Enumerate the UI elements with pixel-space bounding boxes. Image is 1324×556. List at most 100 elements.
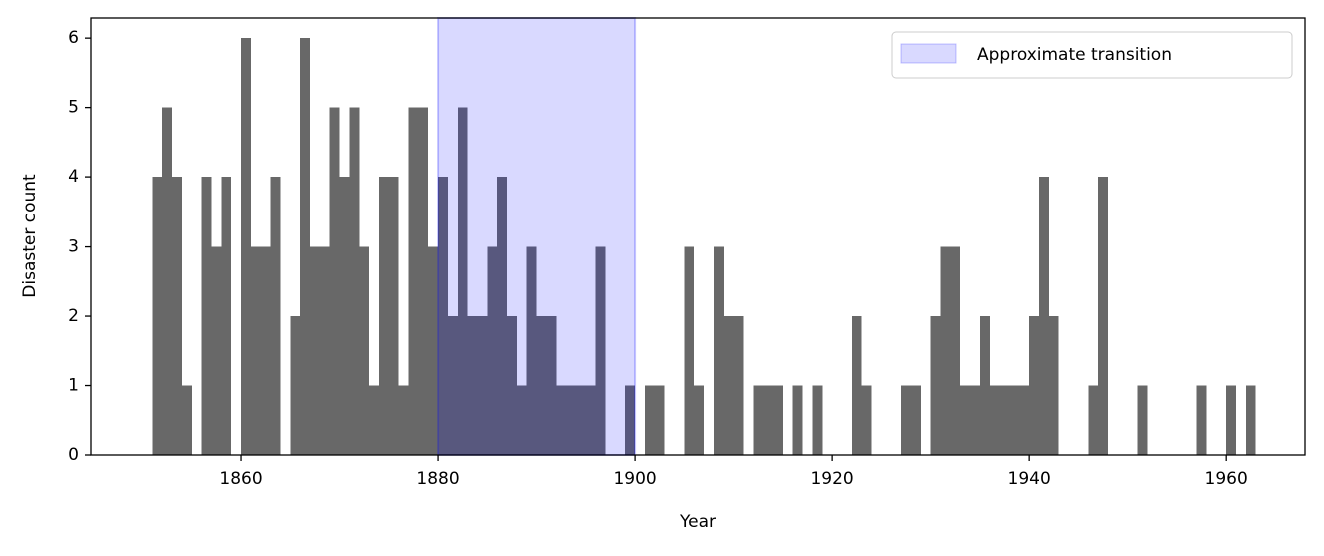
bar <box>1088 385 1099 455</box>
bar <box>1226 385 1237 455</box>
bar <box>556 385 567 455</box>
bar <box>910 385 921 455</box>
bar <box>487 246 498 455</box>
bar <box>940 246 951 455</box>
bar <box>378 177 389 455</box>
bar <box>989 385 1000 455</box>
x-tick-label: 1920 <box>810 469 853 489</box>
bar <box>329 107 340 455</box>
bar <box>447 316 458 455</box>
bar <box>763 385 774 455</box>
bar <box>753 385 764 455</box>
bar <box>1009 385 1020 455</box>
bar <box>970 385 980 455</box>
bar <box>566 385 576 455</box>
bar <box>270 177 281 455</box>
bar <box>369 385 379 455</box>
bar <box>851 316 862 455</box>
plot-frame <box>90 17 1306 456</box>
bar <box>644 385 655 455</box>
bar <box>467 316 478 455</box>
bar <box>1029 316 1040 455</box>
bar <box>172 177 182 455</box>
y-axis-label: Disaster count <box>20 174 40 298</box>
bar <box>349 107 360 455</box>
bar <box>309 246 320 455</box>
bar <box>773 385 783 455</box>
y-tick-label: 4 <box>68 167 79 187</box>
bar <box>901 385 911 455</box>
bar <box>201 177 212 455</box>
bar <box>526 246 537 455</box>
bar <box>1245 385 1256 455</box>
bar <box>1137 385 1148 455</box>
bar <box>319 246 330 455</box>
bar <box>260 246 271 455</box>
bar <box>1039 177 1049 455</box>
x-axis-label: Year <box>679 512 716 532</box>
x-tick-label: 1900 <box>613 469 656 489</box>
bar <box>1019 385 1030 455</box>
bar <box>979 316 990 455</box>
bar <box>713 246 724 455</box>
x-tick-label: 1960 <box>1205 469 1248 489</box>
bar <box>398 385 409 455</box>
bar <box>388 177 399 455</box>
bar <box>438 177 448 455</box>
bar <box>792 385 803 455</box>
y-tick-label: 0 <box>68 445 79 465</box>
bar <box>654 385 665 455</box>
bar <box>546 316 557 455</box>
bar <box>339 177 350 455</box>
bar <box>595 246 606 455</box>
bar <box>861 385 872 455</box>
bar <box>1048 316 1059 455</box>
bar <box>300 38 310 455</box>
bar <box>359 246 370 455</box>
bar <box>625 385 636 455</box>
bar <box>181 385 192 455</box>
bar <box>418 107 429 455</box>
x-tick-label: 1940 <box>1008 469 1051 489</box>
bar <box>733 316 744 455</box>
bar <box>211 246 222 455</box>
bar <box>457 107 468 455</box>
legend-box <box>891 31 1293 79</box>
legend-swatch <box>900 43 957 64</box>
bar <box>428 246 439 455</box>
legend-label: Approximate transition <box>977 45 1172 65</box>
bar <box>723 316 734 455</box>
y-tick-label: 5 <box>68 98 79 118</box>
y-tick-label: 2 <box>68 306 79 326</box>
bar <box>221 177 232 455</box>
bar <box>250 246 261 455</box>
bar <box>930 316 941 455</box>
y-tick-label: 3 <box>68 237 79 257</box>
x-tick-label: 1880 <box>416 469 459 489</box>
y-tick-label: 1 <box>68 376 79 396</box>
bar <box>950 246 961 455</box>
bar <box>507 316 517 455</box>
bar <box>162 107 173 455</box>
bar <box>585 385 596 455</box>
bar <box>477 316 488 455</box>
shaded-region <box>437 17 637 456</box>
bar <box>290 316 301 455</box>
bar <box>999 385 1010 455</box>
bar <box>241 38 251 455</box>
bar <box>1098 177 1108 455</box>
bar <box>497 177 508 455</box>
bar <box>516 385 527 455</box>
bar <box>408 107 419 455</box>
bar <box>1196 385 1207 455</box>
bar <box>694 385 705 455</box>
bar <box>960 385 971 455</box>
bar <box>812 385 823 455</box>
bar <box>684 246 695 455</box>
bar <box>575 385 586 455</box>
x-tick-label: 1860 <box>219 469 262 489</box>
bar <box>152 177 163 455</box>
bar <box>536 316 547 455</box>
